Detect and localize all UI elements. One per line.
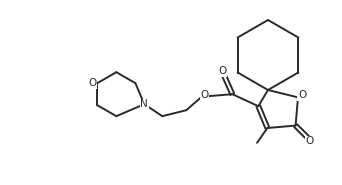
Text: N: N	[141, 99, 148, 109]
Text: O: O	[218, 66, 226, 76]
Text: O: O	[298, 90, 306, 100]
Text: O: O	[305, 136, 313, 146]
Text: O: O	[88, 78, 96, 88]
Text: O: O	[200, 90, 209, 100]
Text: N: N	[141, 99, 148, 109]
